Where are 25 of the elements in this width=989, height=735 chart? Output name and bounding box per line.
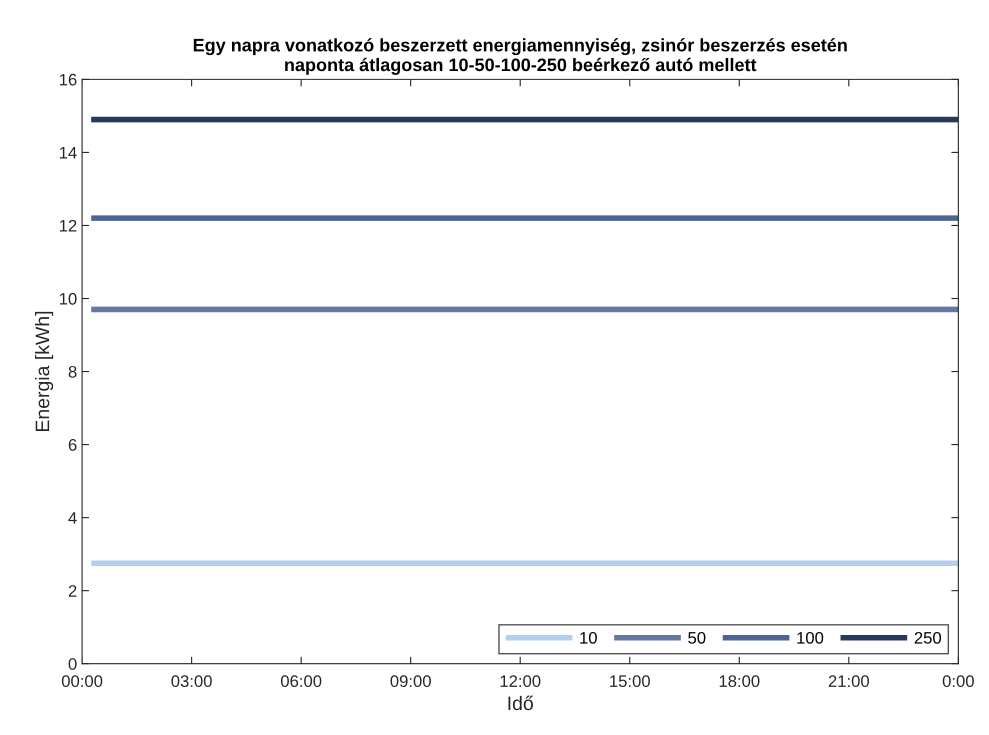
x-tick-label: 15:00 bbox=[610, 675, 650, 688]
y-tick-label: 8 bbox=[68, 366, 76, 378]
x-tick-label: 00:00 bbox=[62, 675, 102, 688]
x-tick-label: 09:00 bbox=[390, 675, 431, 688]
x-tick-label: 12:00 bbox=[500, 675, 540, 688]
x-tick-label: 03:00 bbox=[171, 675, 212, 688]
y-tick-label: 4 bbox=[68, 512, 77, 524]
x-axis-title: Idő bbox=[508, 696, 533, 710]
legend-label: 50 bbox=[688, 632, 706, 644]
y-tick-label: 2 bbox=[68, 585, 76, 597]
legend-label: 250 bbox=[914, 632, 942, 644]
legend-label: 10 bbox=[580, 632, 597, 644]
x-tick-label: 21:00 bbox=[828, 675, 870, 688]
y-tick-label: 10 bbox=[60, 292, 77, 305]
x-tick-label: 18:00 bbox=[720, 675, 760, 688]
y-tick-label: 14 bbox=[60, 146, 77, 158]
y-tick-label: 12 bbox=[60, 220, 76, 232]
x-tick-label: 06:00 bbox=[280, 675, 322, 688]
y-tick-label: 0 bbox=[68, 658, 77, 670]
chart-title: Egy napra vonatkozó beszerzett energiamennyiség, zsinór beszerzés esetén naponta átlagosan 10-50-100-250 beérkező autó mellett bbox=[194, 38, 847, 75]
x-tick-label: 0:00 bbox=[942, 675, 974, 688]
y-tick-label: 6 bbox=[68, 438, 76, 451]
y-tick-label: 16 bbox=[60, 74, 76, 86]
y-axis-title: Energia [kWh] bbox=[35, 312, 54, 432]
legend-label: 100 bbox=[797, 632, 824, 644]
